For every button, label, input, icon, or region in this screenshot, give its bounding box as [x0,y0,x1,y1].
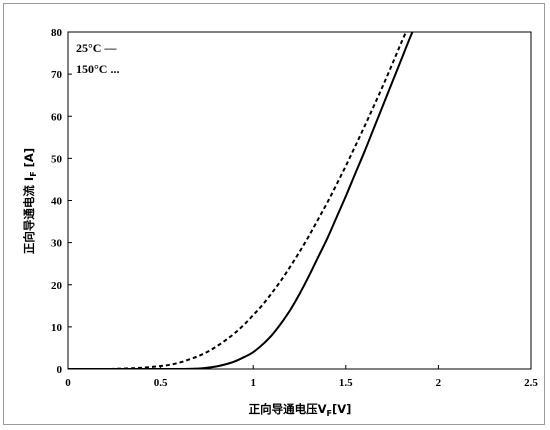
y-tick-label: 60 [51,111,63,123]
y-tick-label: 0 [57,364,63,376]
x-tick-label: 2.5 [524,377,538,389]
y-tick-label: 50 [51,153,63,165]
y-axis-ticks: 0 10 20 30 40 50 60 70 80 [51,27,72,376]
iv-curve-chart: 0 10 20 30 40 50 60 70 80 0 0.5 1 1.5 2 2.5 25°C — 150… [22,27,538,418]
legend-entry-2: 150°C ... [76,62,119,76]
x-tick-label: 1.5 [339,377,353,389]
y-tick-label: 10 [51,322,63,334]
y-tick-label: 80 [51,27,63,39]
y-tick-label: 30 [51,238,63,250]
x-tick-label: 0 [65,377,71,389]
x-tick-label: 2 [436,377,442,389]
x-axis-title: 正向导通电压VF[V] [249,402,352,418]
y-tick-label: 20 [51,280,63,292]
legend-entry-1: 25°C — [76,41,117,55]
y-tick-label: 70 [51,69,63,81]
y-axis-title: 正向导通电流 IF [A] [22,148,38,254]
legend: 25°C — 150°C ... [76,41,119,76]
series-layer [68,32,414,369]
series-line-1 [68,32,414,369]
chart-frame: 0 10 20 30 40 50 60 70 80 0 0.5 1 1.5 2 2.5 25°C — 150… [3,3,545,425]
plot-area [67,31,532,370]
y-tick-label: 40 [51,196,63,208]
x-tick-label: 0.5 [154,377,168,389]
x-tick-label: 1 [250,377,256,389]
